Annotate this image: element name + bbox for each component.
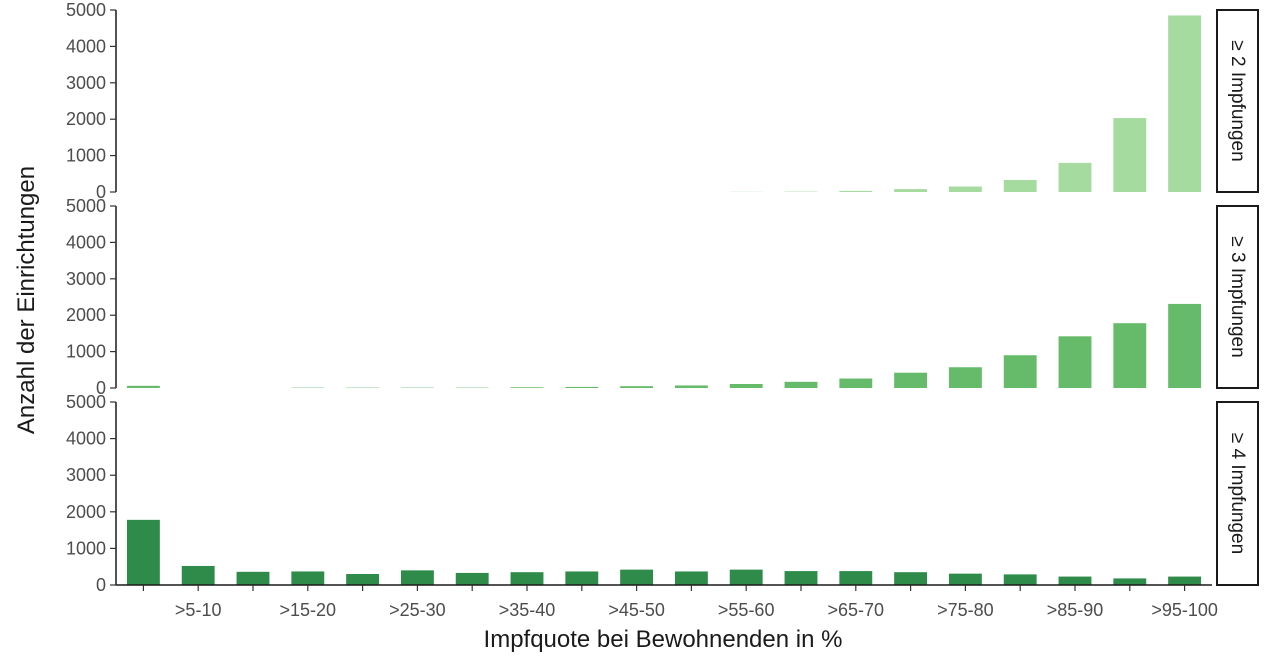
bar xyxy=(565,386,599,388)
bar xyxy=(1003,574,1037,585)
bar xyxy=(1113,578,1147,585)
bar xyxy=(839,378,873,388)
panels: 0 1000 2000 3000 4000 5000 ≥ 2 Impfungen 0 1000 2… xyxy=(66,0,1259,595)
bar xyxy=(674,385,708,388)
y-tick-label: 5000 xyxy=(66,196,106,216)
bar xyxy=(1113,323,1147,388)
bar xyxy=(784,571,818,585)
bar xyxy=(894,189,928,192)
bar xyxy=(1168,303,1202,388)
x-tick-label: >75-80 xyxy=(937,600,994,620)
bar xyxy=(510,572,544,585)
facet-strip xyxy=(1216,9,1259,193)
bar xyxy=(236,571,270,585)
bar xyxy=(1058,162,1092,192)
bar xyxy=(565,571,599,585)
panel-2: 0 1000 2000 3000 4000 5000 ≥ 3 Impfungen xyxy=(66,196,1259,398)
bar xyxy=(948,186,982,192)
bar xyxy=(400,570,434,585)
bar xyxy=(126,385,160,388)
x-tick-label: >25-30 xyxy=(389,600,446,620)
x-tick-label: >5-10 xyxy=(175,600,222,620)
facet-strip-label: ≥ 2 Impfungen xyxy=(1227,40,1248,161)
bar xyxy=(291,571,325,585)
x-tick-label: >45-50 xyxy=(608,600,665,620)
x-tick-label: >85-90 xyxy=(1047,600,1104,620)
x-tick-label: >65-70 xyxy=(828,600,885,620)
bar xyxy=(784,381,818,388)
panel-1: 0 1000 2000 3000 4000 5000 ≥ 2 Impfungen xyxy=(66,0,1259,202)
bar xyxy=(894,572,928,585)
x-axis: >5-10 >15-20 >25-30 >35-40 >45-50 >55-60 >65-7… xyxy=(116,584,1218,620)
y-tick-label: 4000 xyxy=(66,36,106,56)
bar xyxy=(620,569,654,585)
y-tick-label: 0 xyxy=(96,182,106,202)
facet-strip-label: ≥ 3 Impfungen xyxy=(1227,236,1248,357)
y-tick-label: 1000 xyxy=(66,146,106,166)
y-tick-label: 0 xyxy=(96,575,106,595)
bar xyxy=(1168,15,1202,192)
bar xyxy=(510,387,544,388)
bar xyxy=(948,573,982,585)
facet-strip-label: ≥ 4 Impfungen xyxy=(1227,433,1248,554)
y-tick-label: 1000 xyxy=(66,538,106,558)
bar xyxy=(455,572,489,585)
bar xyxy=(1003,179,1037,192)
y-tick-label: 3000 xyxy=(66,465,106,485)
bar xyxy=(894,372,928,388)
y-tick-label: 2000 xyxy=(66,305,106,325)
x-tick-label: >95-100 xyxy=(1151,600,1218,620)
y-axis-title: Anzahl der Einrichtungen xyxy=(13,166,40,434)
panel-3: 0 1000 2000 3000 4000 5000 ≥ 4 Impfungen xyxy=(66,392,1259,595)
y-tick-label: 3000 xyxy=(66,73,106,93)
bar xyxy=(346,574,380,585)
y-tick-label: 4000 xyxy=(66,429,106,449)
bar xyxy=(1003,355,1037,388)
x-tick-label: >35-40 xyxy=(499,600,556,620)
bar xyxy=(729,383,763,388)
bar xyxy=(126,519,160,585)
y-tick-label: 1000 xyxy=(66,342,106,362)
bar xyxy=(839,190,873,192)
y-tick-label: 0 xyxy=(96,378,106,398)
x-tick-label: >55-60 xyxy=(718,600,775,620)
bar xyxy=(1168,576,1202,585)
bar xyxy=(839,571,873,585)
bar xyxy=(1058,576,1092,585)
y-tick-label: 3000 xyxy=(66,269,106,289)
bar xyxy=(1058,336,1092,388)
y-tick-label: 2000 xyxy=(66,502,106,522)
bar xyxy=(1113,118,1147,192)
bar xyxy=(674,571,708,585)
x-axis-title: Impfquote bei Bewohnenden in % xyxy=(484,626,843,653)
bar xyxy=(181,565,215,585)
x-tick-label: >15-20 xyxy=(280,600,337,620)
facet-strip xyxy=(1216,401,1259,586)
y-tick-label: 2000 xyxy=(66,109,106,129)
bar xyxy=(620,386,654,388)
bar xyxy=(729,569,763,585)
y-tick-label: 4000 xyxy=(66,232,106,252)
y-tick-label: 5000 xyxy=(66,392,106,412)
bar xyxy=(948,367,982,388)
y-tick-label: 5000 xyxy=(66,0,106,20)
facet-strip xyxy=(1216,205,1259,389)
